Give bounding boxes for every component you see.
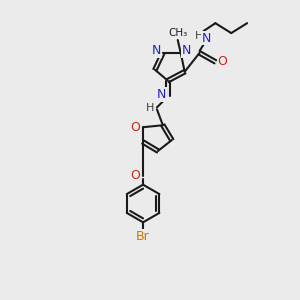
Text: N: N bbox=[157, 88, 167, 101]
Text: O: O bbox=[218, 55, 227, 68]
Text: H: H bbox=[146, 103, 154, 113]
Text: O: O bbox=[130, 169, 140, 182]
Text: Br: Br bbox=[136, 230, 150, 243]
Text: CH₃: CH₃ bbox=[168, 28, 188, 38]
Text: N: N bbox=[202, 32, 211, 44]
Text: N: N bbox=[152, 44, 162, 57]
Text: O: O bbox=[130, 121, 140, 134]
Text: N: N bbox=[182, 44, 191, 57]
Text: H: H bbox=[195, 31, 204, 41]
